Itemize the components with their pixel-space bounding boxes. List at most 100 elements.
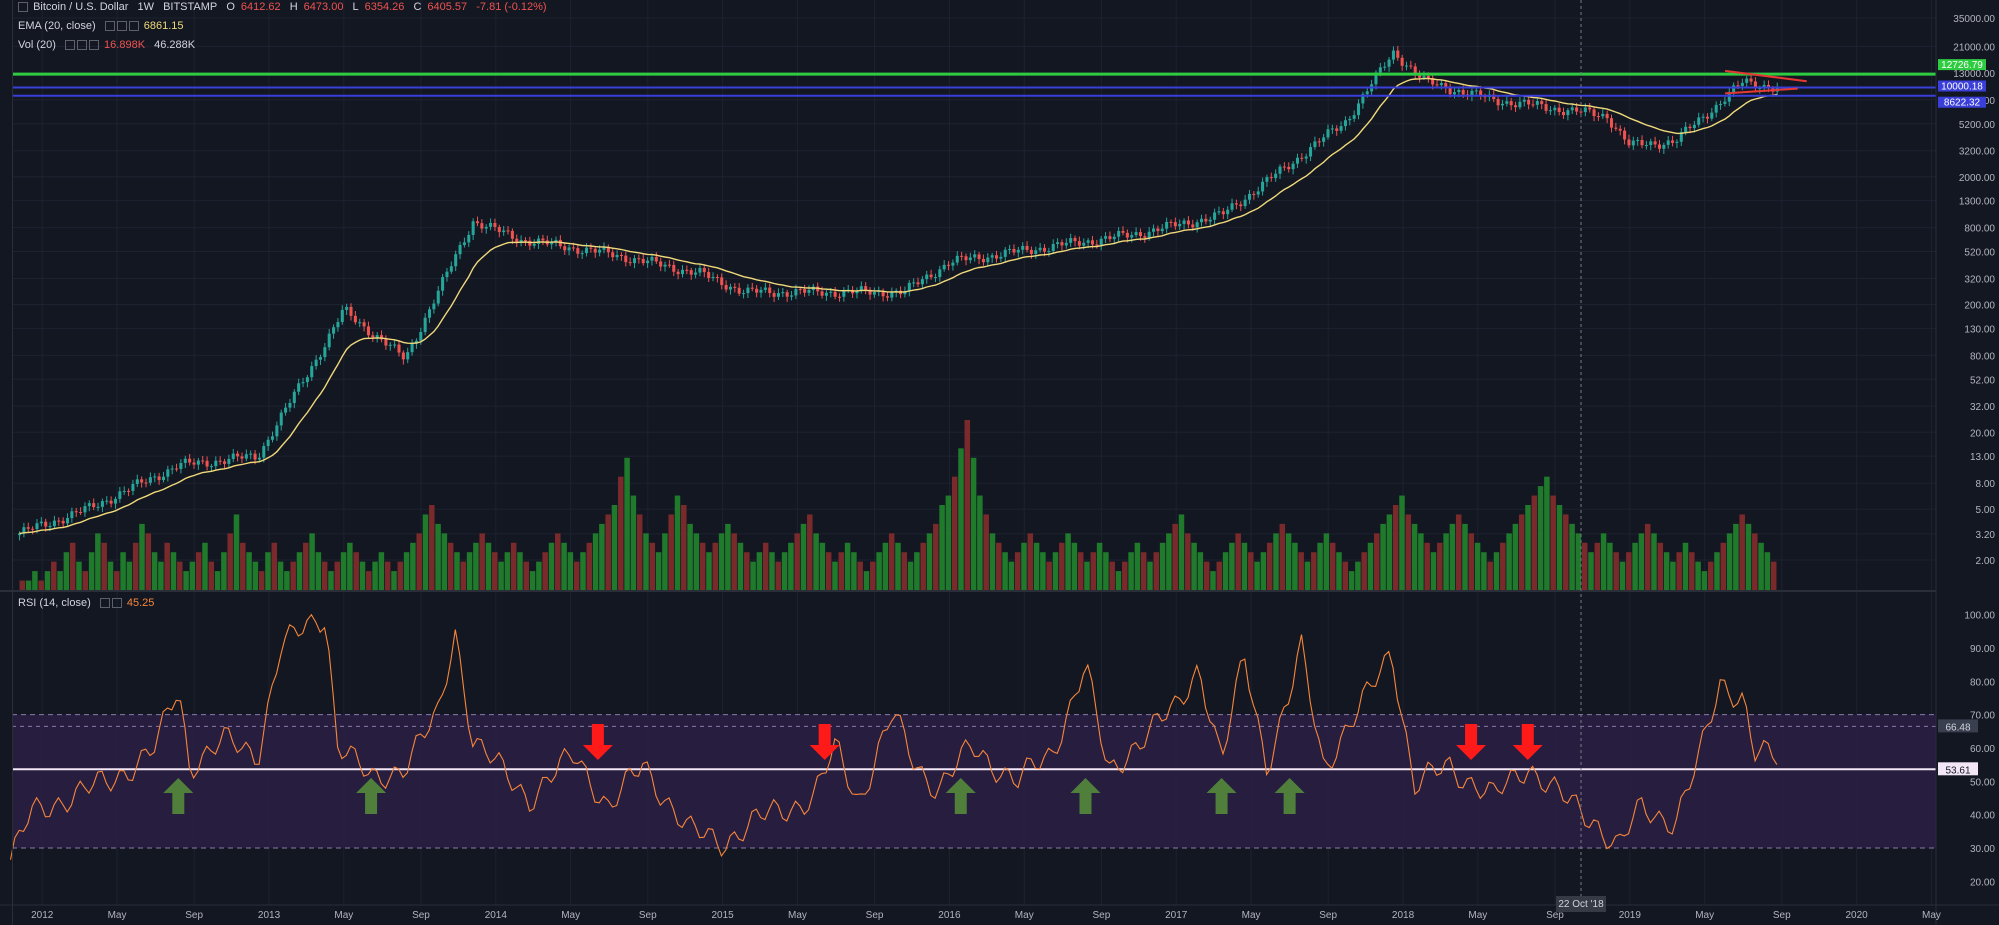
volume-legend[interactable]: Vol (20) 16.898K 46.288K	[18, 39, 201, 51]
volume-bar	[1216, 561, 1223, 590]
price-tick-label: 80.00	[1970, 351, 1995, 362]
volume-bar	[1065, 533, 1071, 590]
candle-body	[288, 403, 292, 408]
close-icon[interactable]	[111, 598, 122, 609]
volume-bar	[548, 542, 555, 590]
candle-body	[1378, 67, 1382, 73]
candle-body	[794, 289, 798, 296]
candle-body	[890, 291, 894, 298]
settings-icon[interactable]	[76, 40, 87, 51]
close-icon[interactable]	[88, 40, 99, 51]
trendline-upper	[1724, 69, 1807, 83]
candle-body	[349, 306, 353, 316]
candle-body	[1134, 232, 1138, 236]
volume-bar	[510, 542, 517, 590]
candle-body	[1186, 220, 1190, 225]
price-axis-labels: 12726.79 10000.18 8622.32	[1938, 59, 1986, 109]
volume-bar	[321, 561, 328, 590]
candle-body	[907, 282, 911, 292]
volume-bar	[1399, 495, 1405, 590]
candle-body	[1627, 139, 1631, 146]
volume-bar	[246, 552, 252, 590]
volume-bar	[712, 542, 719, 590]
candle-body	[1684, 126, 1688, 133]
rsi-tick-label: 100.00	[1964, 611, 1995, 622]
candle-body	[1740, 82, 1744, 86]
candle-body	[22, 527, 26, 534]
collapse-icon[interactable]	[18, 2, 28, 13]
candle-body	[1069, 238, 1073, 243]
candle-body	[768, 287, 772, 294]
candle-body	[179, 462, 183, 469]
candle-body	[1444, 83, 1448, 89]
candle-body	[345, 306, 349, 310]
candle-body	[1077, 241, 1081, 246]
volume-bar	[290, 561, 296, 590]
volume-bar	[662, 533, 668, 590]
candle-body	[1496, 99, 1500, 106]
candle-body	[1692, 124, 1696, 129]
candle-body	[484, 226, 488, 229]
candle-body	[327, 333, 331, 348]
candle-body	[1226, 209, 1230, 215]
eye-icon[interactable]	[104, 21, 115, 32]
candle-body	[109, 500, 113, 504]
candle-body	[1104, 236, 1108, 239]
volume-bar	[460, 561, 467, 590]
volume-bar	[844, 542, 851, 590]
volume-bar	[1500, 542, 1506, 590]
volume-bar	[1248, 552, 1254, 590]
close-icon[interactable]	[128, 21, 139, 32]
candle-body	[1025, 245, 1029, 250]
candle-body	[1418, 73, 1422, 78]
volume-bar	[1626, 552, 1632, 590]
candle-body	[1300, 157, 1304, 159]
drawing-toolbar[interactable]	[0, 0, 13, 925]
ema-legend[interactable]: EMA (20, close) 6861.15	[18, 20, 190, 32]
volume-bar	[435, 523, 441, 590]
volume-bar	[1071, 542, 1078, 590]
candle-body	[223, 461, 227, 464]
candle-body	[929, 274, 933, 278]
volume-bar	[63, 552, 70, 590]
candle-body	[759, 289, 763, 293]
volume-bar	[1770, 561, 1777, 590]
candle-body	[1173, 222, 1177, 227]
rsi-tick-label: 60.00	[1970, 744, 1995, 755]
candle-body	[113, 498, 118, 504]
candle-body	[654, 256, 658, 262]
candle-body	[227, 458, 231, 464]
settings-icon[interactable]	[116, 21, 127, 32]
candle-body	[598, 249, 602, 253]
price-tick-label: 200.00	[1964, 301, 1995, 312]
settings-icon[interactable]	[99, 598, 110, 609]
candle-body	[824, 292, 828, 296]
volume-bar	[309, 533, 315, 590]
candle-body	[1749, 78, 1753, 82]
volume-bar	[1254, 561, 1260, 590]
volume-value-1: 16.898K	[104, 39, 146, 51]
eye-icon[interactable]	[64, 40, 75, 51]
time-tick-label: 2014	[485, 910, 508, 921]
volume-bar	[1222, 552, 1229, 590]
candle-body	[528, 240, 532, 246]
volume-bar	[265, 552, 271, 590]
rsi-tick-label: 20.00	[1970, 877, 1995, 888]
candle-body	[1147, 231, 1151, 238]
volume-bar	[1657, 542, 1664, 590]
candle-body	[31, 528, 35, 530]
candle-body	[1719, 103, 1723, 105]
price-tick-label: 5.00	[1976, 505, 1996, 516]
candle-body	[707, 272, 711, 278]
rsi-legend[interactable]: RSI (14, close) 45.25	[18, 597, 160, 609]
candle-body	[537, 238, 541, 244]
arrow-up-icon	[945, 778, 976, 814]
volume-bar	[1424, 542, 1430, 590]
candle-body	[1479, 90, 1483, 97]
candle-body	[1745, 78, 1749, 83]
candle-body	[1021, 245, 1025, 250]
signal-arrows	[163, 724, 1543, 814]
volume-bar	[1550, 495, 1556, 590]
volume-bar	[372, 561, 378, 590]
